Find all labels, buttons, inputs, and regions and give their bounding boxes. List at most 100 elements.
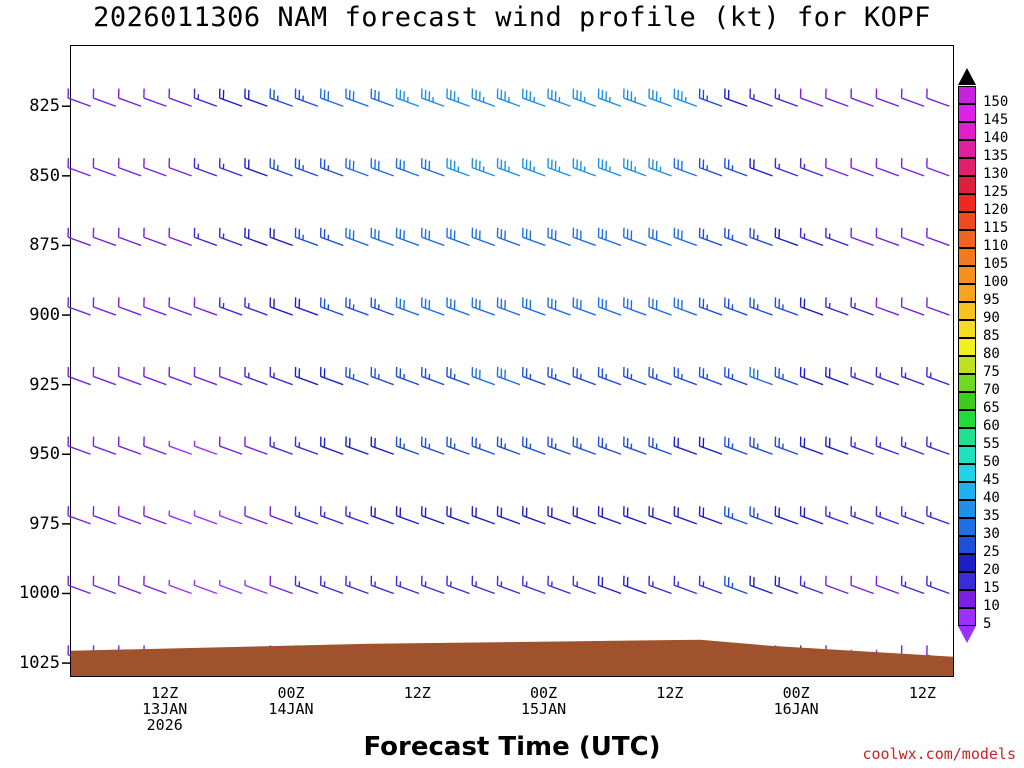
wind-barb <box>168 510 192 525</box>
wind-barb <box>648 436 672 455</box>
wind-barb <box>926 227 950 247</box>
wind-barb <box>850 506 874 525</box>
wind-barb <box>117 88 142 107</box>
wind-barb <box>623 436 647 455</box>
wind-barb <box>799 297 824 316</box>
wind-barb <box>244 506 268 525</box>
wind-barb <box>446 575 470 595</box>
wind-barb <box>143 297 167 316</box>
colorbar-swatch <box>958 572 976 590</box>
wind-barb <box>67 227 91 247</box>
y-tick-label: 1000 <box>19 583 60 604</box>
x-tick-label: 12Z <box>882 685 962 701</box>
wind-barb <box>698 506 723 525</box>
wind-barb <box>724 227 748 247</box>
wind-barb <box>900 297 925 316</box>
wind-barb <box>597 158 622 177</box>
wind-barb <box>92 366 117 386</box>
wind-barb <box>67 436 91 455</box>
wind-barb <box>522 366 546 386</box>
colorbar-swatch <box>958 428 976 446</box>
wind-barb <box>168 88 192 107</box>
wind-barb <box>926 436 950 455</box>
wind-barb <box>319 227 344 247</box>
wind-barb <box>117 297 142 316</box>
wind-barb <box>673 297 698 316</box>
wind-barb <box>319 297 344 316</box>
wind-barb <box>825 506 849 525</box>
wind-barb <box>547 227 571 247</box>
wind-barb <box>294 158 319 177</box>
wind-barb <box>900 575 925 595</box>
wind-barb <box>623 366 647 386</box>
colorbar-swatch <box>958 590 976 608</box>
wind-barb <box>698 88 723 107</box>
wind-barb <box>496 88 521 107</box>
wind-barb <box>168 297 192 316</box>
wind-barb <box>597 575 622 595</box>
x-tick-label-line: 12Z <box>151 684 179 702</box>
colorbar-swatch <box>958 194 976 212</box>
y-tick-label: 900 <box>29 305 60 326</box>
colorbar-swatch <box>958 338 976 356</box>
wind-barb <box>244 297 268 316</box>
x-tick-label-line: 12Z <box>908 684 936 702</box>
colorbar-swatch <box>958 284 976 302</box>
wind-barb <box>648 366 672 386</box>
colorbar-swatch <box>958 410 976 428</box>
colorbar-swatch <box>958 86 976 104</box>
wind-barb <box>319 88 344 107</box>
y-tick-label: 850 <box>29 165 60 186</box>
wind-barb <box>522 227 546 247</box>
wind-barb <box>420 366 445 386</box>
wind-barb <box>345 506 369 525</box>
x-tick-label-line: 12Z <box>656 684 684 702</box>
wind-barb <box>900 436 925 455</box>
wind-barb <box>749 506 773 525</box>
wind-barb <box>850 227 874 247</box>
wind-barb <box>597 366 622 386</box>
x-tick-label: 12Z <box>377 685 457 701</box>
wind-barb <box>345 575 369 595</box>
wind-barb <box>294 88 319 107</box>
wind-barb <box>446 436 470 455</box>
wind-barb <box>875 506 900 525</box>
wind-barb <box>623 88 647 107</box>
wind-barb <box>92 227 117 247</box>
wind-barb <box>294 366 319 386</box>
wind-barb <box>496 227 521 247</box>
colorbar-swatch <box>958 230 976 248</box>
wind-barb <box>547 366 571 386</box>
wind-barb <box>345 227 369 247</box>
wind-barb <box>168 580 192 595</box>
wind-barb <box>446 297 470 316</box>
wind-barb <box>648 88 672 107</box>
colorbar-label: 20 <box>983 562 1000 578</box>
wind-barb <box>294 506 319 525</box>
y-tick-label: 975 <box>29 513 60 534</box>
wind-barb <box>370 366 394 386</box>
wind-barb <box>67 297 91 316</box>
y-tick-label: 925 <box>29 374 60 395</box>
wind-barb <box>395 88 420 107</box>
wind-barb <box>143 158 167 177</box>
wind-barb <box>547 88 571 107</box>
wind-barb <box>648 297 672 316</box>
wind-barb <box>799 88 824 107</box>
wind-barb <box>446 227 470 247</box>
wind-barb <box>420 575 445 595</box>
wind-barb <box>850 158 874 177</box>
wind-barb <box>218 436 243 455</box>
wind-barb <box>117 227 142 247</box>
credit-link[interactable]: coolwx.com/models <box>862 745 1016 763</box>
colorbar-label: 135 <box>983 148 1009 164</box>
wind-barb <box>623 297 647 316</box>
x-tick-label-line: 00Z <box>277 684 305 702</box>
wind-barb <box>673 366 698 386</box>
colorbar-label: 95 <box>983 292 1000 308</box>
x-tick-label: 12Z 13JAN 2026 <box>125 685 205 733</box>
wind-barb <box>825 575 849 595</box>
wind-barb <box>547 575 571 595</box>
wind-barb <box>471 88 495 107</box>
wind-barb <box>875 158 900 177</box>
